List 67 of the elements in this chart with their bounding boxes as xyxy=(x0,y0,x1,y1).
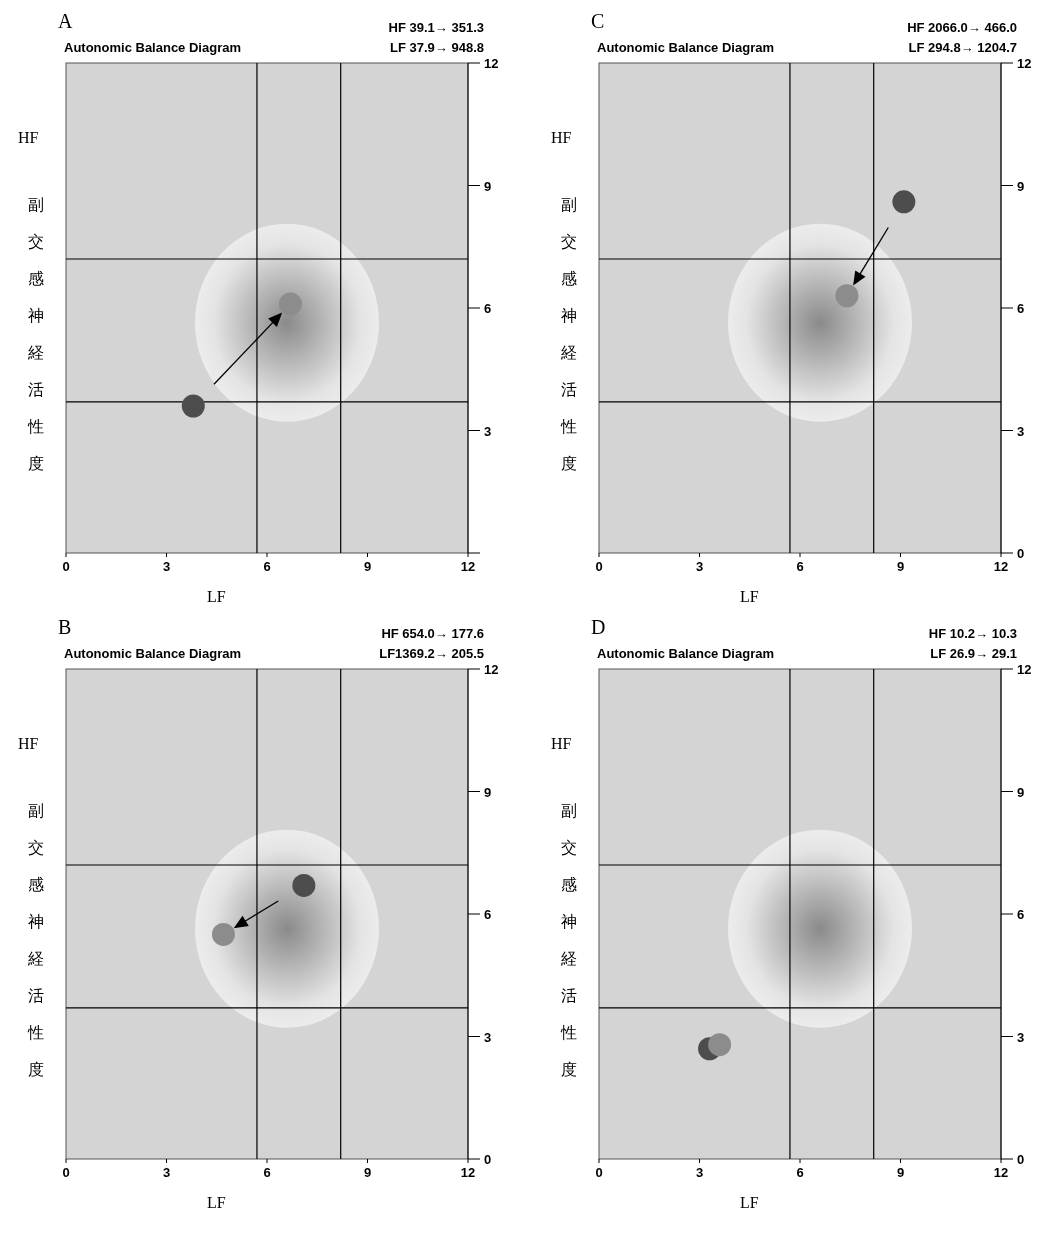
y-tick-label: 12 xyxy=(1017,56,1032,71)
y-tick-label: 6 xyxy=(484,301,492,316)
y-tick-label: 0 xyxy=(484,1152,492,1167)
text: 副交感神経活性度 xyxy=(561,196,577,472)
y-tick-label: 6 xyxy=(1017,301,1025,316)
x-tick-label: 6 xyxy=(796,559,804,574)
x-tick-label: 12 xyxy=(460,559,476,574)
x-tick-label: 3 xyxy=(695,1165,704,1180)
x-tick-label: 12 xyxy=(993,559,1009,574)
y-tick-label: 3 xyxy=(484,423,492,439)
text: HF 10.2→ 10.3 xyxy=(928,626,1017,641)
y-axis-title: HF xyxy=(551,735,572,752)
y-axis-title: HF xyxy=(18,129,39,146)
y-tick-label: 0 xyxy=(1017,1152,1025,1167)
chart-subtitle: Autonomic Balance Diagram xyxy=(64,40,241,55)
y-tick-label: 3 xyxy=(484,1029,492,1045)
y-tick-label: 3 xyxy=(1017,1029,1025,1045)
x-tick-label: 3 xyxy=(695,559,704,574)
text: HF 654.0→ 177.6 xyxy=(381,626,484,641)
x-tick-label: 9 xyxy=(363,1165,372,1180)
y-tick-label: 3 xyxy=(1017,423,1025,439)
y-tick-label: 9 xyxy=(484,178,492,194)
x-tick-label: 6 xyxy=(263,1165,271,1180)
x-tick-label: 3 xyxy=(162,1165,171,1180)
chart-subtitle: Autonomic Balance Diagram xyxy=(597,646,774,661)
text: HF 39.1→ 351.3 xyxy=(388,20,484,35)
x-tick-label: 9 xyxy=(896,559,905,574)
y-tick-label: 12 xyxy=(484,56,499,71)
x-tick-label: 9 xyxy=(363,559,372,574)
text: 副交感神経活性度 xyxy=(28,802,44,1078)
y-tick-label: 9 xyxy=(1017,178,1025,194)
y-tick-label: 6 xyxy=(484,907,492,922)
y-tick-label: 9 xyxy=(484,784,492,800)
y-tick-label: 6 xyxy=(1017,907,1025,922)
chart-subtitle: Autonomic Balance Diagram xyxy=(597,40,774,55)
y-tick-label: 0 xyxy=(1017,546,1025,561)
text: HF 2066.0→ 466.0 xyxy=(907,20,1017,35)
y-tick-label: 12 xyxy=(484,662,499,677)
y-axis-title: HF xyxy=(551,129,572,146)
text: LF 37.9→ 948.8 xyxy=(390,40,484,55)
y-tick-label: 12 xyxy=(1017,662,1032,677)
text: LF 26.9→ 29.1 xyxy=(930,646,1017,661)
text: LF1369.2→ 205.5 xyxy=(379,646,484,661)
x-axis-title: LF xyxy=(207,1194,226,1211)
x-axis-title: LF xyxy=(740,1194,759,1211)
x-tick-label: 12 xyxy=(460,1165,476,1180)
y-axis-title: HF xyxy=(18,735,39,752)
x-tick-label: 6 xyxy=(263,559,271,574)
x-axis-title: LF xyxy=(207,588,226,605)
chart-title: C xyxy=(591,10,605,32)
text: 副交感神経活性度 xyxy=(28,196,44,472)
x-tick-label: 3 xyxy=(162,559,171,574)
x-tick-label: 12 xyxy=(993,1165,1009,1180)
x-tick-label: 0 xyxy=(595,559,603,574)
x-tick-label: 9 xyxy=(896,1165,905,1180)
chart-title: A xyxy=(58,10,73,32)
x-axis-title: LF xyxy=(740,588,759,605)
chart-subtitle: Autonomic Balance Diagram xyxy=(64,646,241,661)
y-tick-label: 9 xyxy=(1017,784,1025,800)
text: LF 294.8→ 1204.7 xyxy=(908,40,1017,55)
x-tick-label: 6 xyxy=(796,1165,804,1180)
chart-title: D xyxy=(591,616,606,638)
chart-title: B xyxy=(58,616,72,638)
x-tick-label: 0 xyxy=(62,559,70,574)
text: 副交感神経活性度 xyxy=(561,802,577,1078)
x-tick-label: 0 xyxy=(595,1165,603,1180)
x-tick-label: 0 xyxy=(62,1165,70,1180)
